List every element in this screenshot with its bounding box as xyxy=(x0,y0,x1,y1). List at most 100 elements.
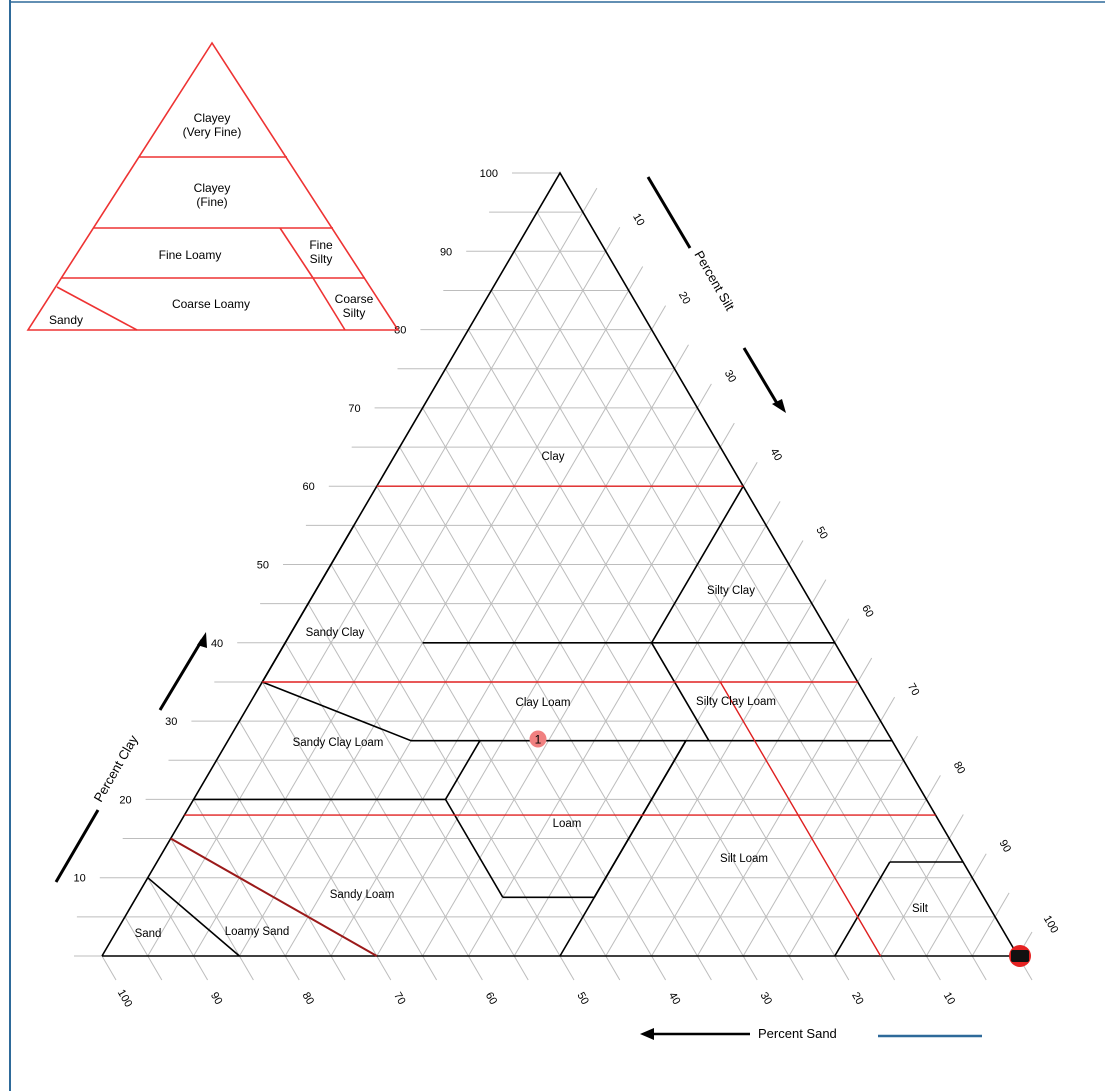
silt-tick-label-40: 40 xyxy=(768,446,785,463)
sand-tick-label-100: 100 xyxy=(115,988,135,1010)
grid-line-sand-5 xyxy=(536,211,973,957)
inset-label-fine-loamy: Fine Loamy xyxy=(159,248,222,262)
tick-bottom-40 xyxy=(651,955,667,981)
class-label-silty-clay: Silty Clay xyxy=(707,585,755,597)
sand-tick-label-20: 20 xyxy=(849,990,866,1007)
tick-bottom-80 xyxy=(284,955,300,981)
inset-label-very-fine-line1: Clayey xyxy=(194,111,231,125)
tick-right-50 xyxy=(788,540,804,565)
grid-line-sand-75 xyxy=(216,760,332,957)
tick-bottom-90 xyxy=(193,955,209,981)
silt-axis-title-group: Percent Silt xyxy=(646,176,786,413)
sand-tick-label-80: 80 xyxy=(300,990,317,1007)
grid-line-silt-5 xyxy=(147,211,584,957)
family-classes-inset: Clayey (Very Fine) Clayey (Fine) Fine Lo… xyxy=(26,41,400,331)
class-label-loamy-sand: Loamy Sand xyxy=(225,926,290,938)
boundary-silt-loam xyxy=(559,740,687,957)
tick-right-55 xyxy=(811,579,827,604)
sand-arrow-head xyxy=(640,1028,654,1040)
clay-tick-label-10: 10 xyxy=(74,873,86,885)
silt-tick-label-90: 90 xyxy=(997,838,1014,855)
tick-bottom-65 xyxy=(422,955,438,981)
grid-line-silt-15 xyxy=(238,290,630,957)
boundary-silt-left xyxy=(834,861,891,957)
clay-tick-label-70: 70 xyxy=(348,403,360,415)
sample-point-marker[interactable] xyxy=(529,730,547,748)
sample-point-label: 1 xyxy=(535,733,542,747)
inset-label-fine-silty-line1: Fine xyxy=(309,238,333,252)
inset-label-coarse-loamy: Coarse Loamy xyxy=(172,297,250,311)
boundary-sand-loamy-sand xyxy=(147,877,240,957)
clay-axis-title: Percent Clay xyxy=(91,732,141,804)
sand-tick-label-40: 40 xyxy=(666,990,683,1007)
vertex-selection-handle[interactable] xyxy=(1009,945,1031,967)
tick-right-45 xyxy=(765,501,781,526)
inset-label-sandy: Sandy xyxy=(49,313,83,327)
class-label-sandy-loam: Sandy Loam xyxy=(330,889,395,901)
tick-bottom-75 xyxy=(330,955,346,981)
class-label-clay: Clay xyxy=(541,451,564,463)
boundary-clay-loam-left xyxy=(262,681,480,742)
sand-tick-label-90: 90 xyxy=(208,990,225,1007)
silt-tick-label-60: 60 xyxy=(859,603,876,620)
tick-right-75 xyxy=(903,736,918,761)
tick-bottom-70 xyxy=(376,955,392,981)
silt-tick-label-30: 30 xyxy=(722,368,739,385)
tick-right-25 xyxy=(674,344,689,370)
tick-bottom-60 xyxy=(467,955,483,981)
tick-right-80 xyxy=(925,775,941,800)
clay-tick-label-30: 30 xyxy=(165,716,177,728)
sand-axis-title-group: Percent Sand xyxy=(640,1026,982,1041)
tick-right-85 xyxy=(948,814,964,839)
clay-tick-label-60: 60 xyxy=(303,481,315,493)
tick-right-5 xyxy=(582,187,598,213)
axis-tick-labels: 10 20 30 40 50 60 70 80 90 100 10 20 30 40 50 60 70 80 90 1… xyxy=(74,168,1061,1009)
silt-axis-title: Percent Silt xyxy=(691,248,737,313)
sand-tick-label-50: 50 xyxy=(574,990,591,1007)
tick-right-40 xyxy=(742,461,758,487)
tick-bottom-85 xyxy=(238,955,254,981)
family-line-sand-15 xyxy=(719,681,882,957)
clay-tick-label-50: 50 xyxy=(257,560,269,572)
class-label-silt-loam: Silt Loam xyxy=(720,853,768,865)
tick-right-95 xyxy=(994,892,1010,918)
clay-arrow-head xyxy=(197,632,207,648)
clay-tick-label-90: 90 xyxy=(440,246,452,258)
class-label-silt: Silt xyxy=(912,903,929,915)
tick-right-35 xyxy=(719,422,735,448)
tick-right-90 xyxy=(971,853,987,878)
tick-bottom-25 xyxy=(788,955,804,981)
inset-label-fine-line1: Clayey xyxy=(194,181,231,195)
inset-label-coarse-silty-line2: Silty xyxy=(343,306,366,320)
boundary-silty-clay-loam-left xyxy=(650,642,710,742)
tick-right-10 xyxy=(605,227,621,252)
boundary-sandy-clay-loam-bottom xyxy=(193,740,481,801)
class-label-sandy-clay-loam: Sandy Clay Loam xyxy=(293,737,384,749)
grid-line-silt-60 xyxy=(651,642,836,957)
class-label-sand: Sand xyxy=(135,928,162,940)
grid-line-sand-95 xyxy=(124,916,149,957)
inset-label-fine-line2: (Fine) xyxy=(196,195,227,209)
clay-tick-label-20: 20 xyxy=(119,794,131,806)
handle-center[interactable] xyxy=(1011,950,1029,962)
class-label-sandy-clay: Sandy Clay xyxy=(306,627,365,639)
clay-arrow-line-lower xyxy=(54,809,100,883)
grid-line-sand-50 xyxy=(330,564,561,957)
boundary-loamy-sand-outer xyxy=(170,837,378,957)
tick-right-65 xyxy=(857,657,873,683)
silt-arrow-head xyxy=(772,399,786,413)
grid-line-sand-55 xyxy=(307,603,515,957)
inset-divider-silty-upper xyxy=(279,227,314,279)
sample-point[interactable]: 1 xyxy=(529,730,547,748)
silt-tick-label-50: 50 xyxy=(813,525,830,542)
tick-bottom-100 xyxy=(101,955,117,981)
clay-tick-label-40: 40 xyxy=(211,638,223,650)
axis-tick-marks xyxy=(74,172,1033,981)
texture-class-boundaries xyxy=(101,171,1020,957)
triangle-grid xyxy=(124,211,996,957)
tick-bottom-20 xyxy=(834,955,850,981)
sand-tick-label-70: 70 xyxy=(391,990,408,1007)
grid-line-silt-55 xyxy=(605,603,813,957)
silt-tick-label-70: 70 xyxy=(905,681,922,698)
